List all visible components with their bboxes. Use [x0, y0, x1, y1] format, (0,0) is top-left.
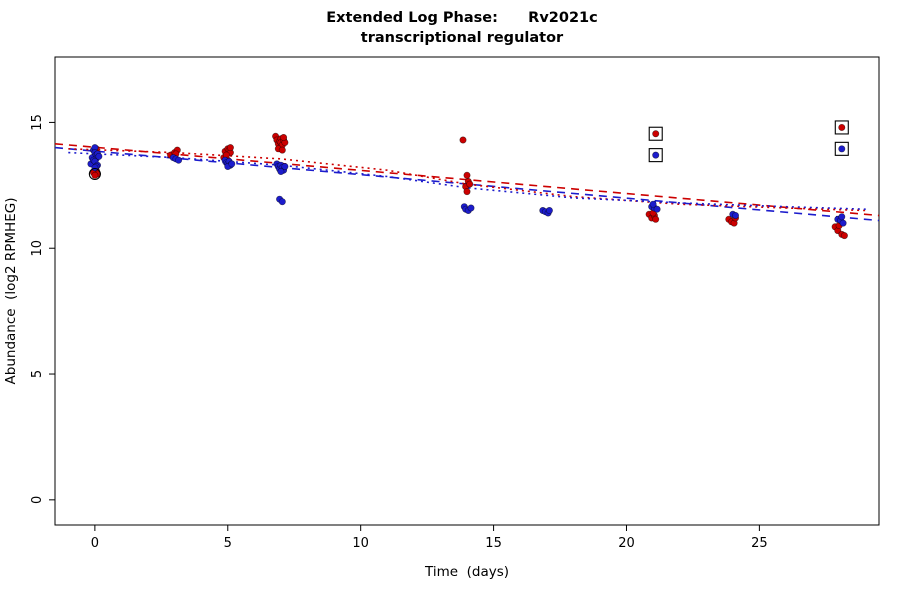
red-condition-data-point: [466, 180, 474, 188]
outlier-data-point: [652, 151, 660, 159]
blue-condition-data-point: [839, 219, 847, 227]
blue-condition-data-point: [91, 164, 99, 172]
red-condition-data-point: [459, 136, 467, 144]
y-axis-label: Abundance (log2 RPMHEG): [3, 198, 19, 385]
outlier-square-marker: [648, 148, 663, 163]
x-tick-label: 15: [485, 536, 502, 551]
blue-condition-data-point: [95, 152, 103, 160]
blue-condition-data-point: [175, 156, 183, 164]
blue-condition-data-point: [731, 212, 739, 220]
blue-condition-data-point: [653, 205, 661, 213]
y-tick-label: 5: [30, 370, 45, 378]
blue-condition-data-point: [838, 213, 846, 221]
blue-smooth-fit-trend-line: [68, 151, 866, 210]
outlier-data-point: [838, 123, 846, 131]
plot-border: [54, 56, 880, 526]
blue-condition-data-point: [277, 168, 285, 176]
outlier-data-point: [838, 145, 846, 153]
red-condition-data-point: [91, 171, 99, 179]
red-condition-data-point: [840, 232, 848, 240]
x-axis-label: Time (days): [424, 564, 509, 580]
blue-condition-data-point: [545, 207, 553, 215]
red-condition-data-point: [652, 215, 660, 223]
red-condition-data-point: [463, 188, 471, 196]
x-tick-label: 10: [352, 536, 369, 551]
y-tick-label: 10: [30, 240, 45, 257]
red-condition-data-point: [278, 146, 286, 154]
outlier-circle-marker: [88, 167, 101, 181]
y-tick-label: 15: [30, 114, 45, 131]
outlier-square-marker: [834, 141, 849, 156]
x-tick-label: 25: [751, 536, 768, 551]
red-condition-data-point: [280, 134, 288, 142]
outlier-data-point: [652, 130, 660, 138]
red-smooth-fit-trend-line: [68, 148, 866, 212]
points-layer: [87, 132, 848, 240]
red-condition-data-point: [226, 144, 234, 152]
blue-condition-data-point: [467, 204, 475, 212]
blue-condition-data-point: [649, 200, 657, 208]
y-tick-label: 0: [30, 496, 45, 504]
x-tick-label: 20: [618, 536, 635, 551]
blue-condition-data-point: [228, 160, 236, 168]
red-condition-data-point: [463, 171, 471, 179]
x-tick-label: 0: [91, 536, 99, 551]
chart-title: Extended Log Phase: Rv2021c: [326, 10, 597, 26]
chart-subtitle: transcriptional regulator: [361, 30, 564, 46]
blue-condition-data-point: [281, 163, 289, 171]
outlier-square-marker: [834, 120, 849, 135]
flagged-points-layer: [88, 120, 849, 181]
axes: 0 5 10 15 20 25 0 5 10 15: [30, 56, 880, 551]
outlier-square-marker: [648, 126, 663, 141]
blue-condition-data-point: [278, 198, 286, 206]
x-tick-label: 5: [224, 536, 232, 551]
